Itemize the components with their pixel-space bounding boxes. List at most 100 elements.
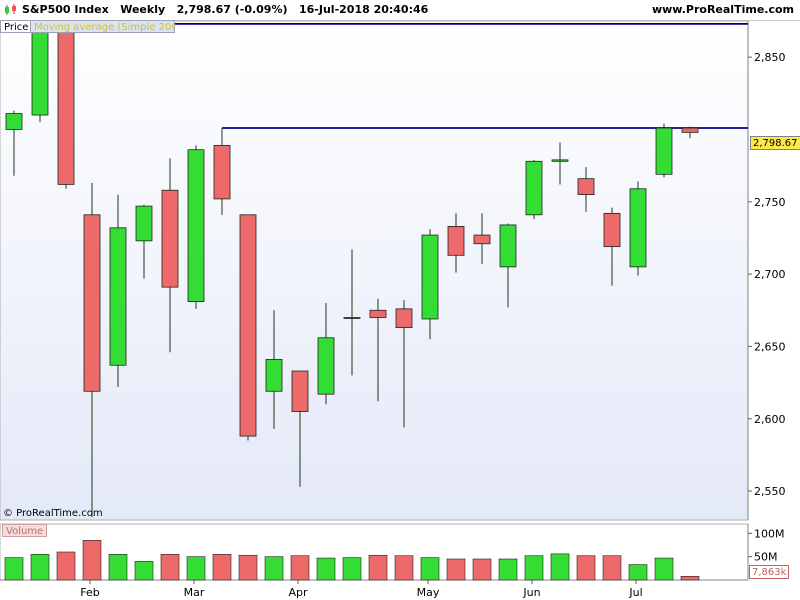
candle-body	[421, 234, 439, 320]
price-tick-label: 2,550	[754, 485, 786, 498]
candle-body	[5, 113, 23, 130]
volume-axis: 100M 50M	[747, 524, 785, 580]
volume-bar	[576, 555, 596, 581]
volume-bar	[420, 557, 440, 581]
candle-up	[499, 223, 517, 308]
time-tick-label: Jul	[628, 586, 642, 599]
time-tick-label: Feb	[80, 586, 99, 599]
candle-down	[213, 128, 231, 215]
candle-up	[265, 310, 283, 429]
candle-down	[161, 158, 179, 353]
chart-title: S&P500 Index Weekly 2,798.67 (-0.09%) 16…	[22, 3, 429, 16]
candle-body	[187, 149, 205, 302]
volume-bar	[82, 540, 102, 581]
price-tick-label: 2,700	[754, 268, 786, 281]
candle-body	[57, 32, 75, 185]
moving-average-label[interactable]: Moving average (Simple 200)	[30, 20, 175, 33]
volume-bar	[4, 557, 24, 581]
candle-body	[31, 24, 49, 116]
volume-bar	[446, 558, 466, 581]
candle-body	[343, 317, 361, 319]
volume-bar	[602, 555, 622, 581]
volume-bar	[212, 554, 232, 581]
candle-body	[317, 337, 335, 395]
candle-body	[369, 309, 387, 318]
candle-down	[577, 167, 595, 212]
candle-down	[447, 213, 465, 273]
candle-up	[629, 181, 647, 276]
volume-bar	[654, 557, 674, 581]
volume-bar	[264, 556, 284, 581]
candle-body	[291, 370, 309, 412]
candle-body	[109, 227, 127, 366]
candle-down	[473, 213, 491, 264]
candle-body	[473, 234, 491, 245]
candle-up	[525, 159, 543, 220]
candle-down	[369, 298, 387, 402]
candle-body	[83, 214, 101, 392]
current-price-tag: 2,798.67	[750, 136, 800, 150]
candle-up	[5, 110, 23, 176]
candle-down	[291, 370, 309, 487]
candle-up	[135, 204, 153, 279]
candle-body	[681, 127, 699, 133]
volume-bar	[550, 553, 570, 581]
candle-body	[655, 127, 673, 175]
volume-bar	[628, 564, 648, 581]
volume-bar	[524, 555, 544, 581]
candle-up	[31, 23, 49, 123]
volume-bar	[498, 558, 518, 581]
candle-body	[395, 308, 413, 329]
volume-bar	[108, 554, 128, 581]
volume-tick-label: 50M	[754, 551, 778, 564]
volume-bar	[56, 551, 76, 581]
candle-body	[603, 212, 621, 248]
candle-body	[239, 214, 257, 437]
volume-tick-label: 100M	[754, 527, 785, 540]
price-tick-label: 2,750	[754, 196, 786, 209]
volume-bar	[368, 554, 388, 581]
time-tick-label: Jun	[522, 586, 540, 599]
candle-up	[421, 229, 439, 340]
volume-bar	[680, 576, 700, 581]
price-axis: 2,550 2,600 2,650 2,700 2,750 2,850	[747, 21, 786, 520]
candle-up	[551, 142, 569, 185]
candle-down	[603, 207, 621, 286]
candle-down	[57, 28, 75, 189]
volume-bar	[134, 561, 154, 581]
candlestick-chart-icon	[5, 4, 16, 15]
candle-body	[265, 359, 283, 392]
candle-down	[395, 300, 413, 428]
candle-body	[161, 189, 179, 288]
candle-down	[239, 214, 257, 441]
candle-up	[655, 123, 673, 178]
volume-bar	[238, 554, 258, 581]
candle-up	[343, 249, 361, 376]
time-tick-label: Apr	[288, 586, 308, 599]
volume-pane-label[interactable]: Volume	[2, 524, 48, 537]
candle-body	[213, 144, 231, 200]
candle-body	[525, 160, 543, 216]
volume-bars	[4, 540, 700, 581]
candle-down	[83, 182, 101, 518]
volume-bar	[186, 556, 206, 581]
volume-bar	[342, 557, 362, 581]
volume-bar	[290, 555, 310, 581]
candle-body	[499, 224, 517, 268]
candle-body	[551, 159, 569, 162]
price-tick-label: 2,850	[754, 51, 786, 64]
candle-body	[577, 178, 595, 195]
price-tick-label: 2,650	[754, 340, 786, 353]
candle-down	[681, 126, 699, 139]
volume-bar	[472, 558, 492, 581]
copyright-text: © ProRealTime.com	[3, 508, 103, 519]
candle-body	[629, 188, 647, 268]
candles	[5, 23, 699, 518]
price-pane-label[interactable]: Price	[0, 20, 33, 33]
site-url[interactable]: www.ProRealTime.com	[651, 3, 794, 16]
price-tick-label: 2,600	[754, 413, 786, 426]
candle-body	[447, 225, 465, 256]
volume-bar	[394, 555, 414, 581]
candle-body	[135, 205, 153, 242]
